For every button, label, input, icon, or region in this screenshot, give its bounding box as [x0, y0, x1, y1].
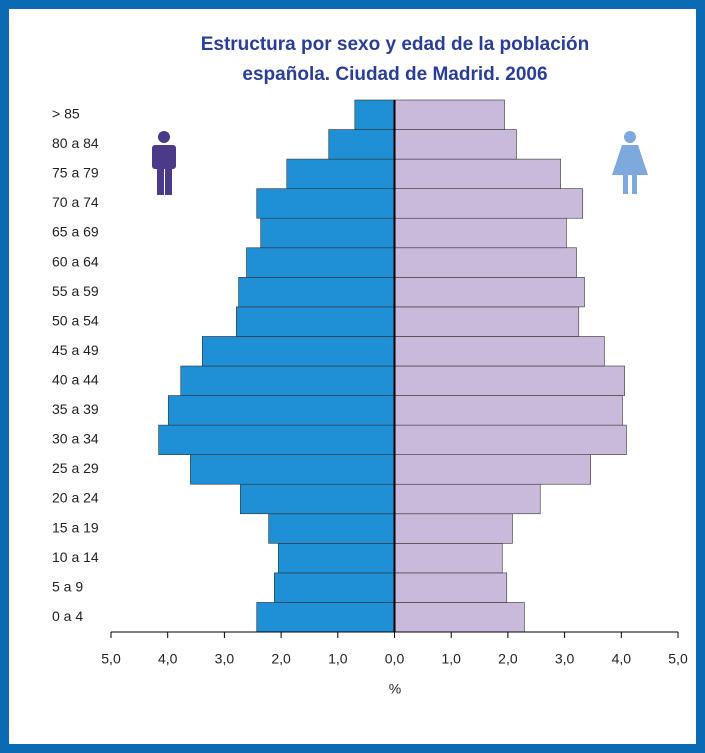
bar [236, 306, 395, 337]
chart-title: española. Ciudad de Madrid. 2006 [242, 64, 547, 85]
x-tick-label: 3,0 [215, 651, 235, 667]
bar [268, 513, 395, 544]
female-icon [612, 131, 648, 194]
bar [394, 247, 577, 278]
y-tick-label: 20 a 24 [52, 490, 99, 506]
x-tick-label: 2,0 [271, 651, 291, 667]
bar [394, 602, 525, 633]
bar [394, 483, 541, 515]
bar [394, 454, 591, 485]
chart-title: Estructura por sexo y edad de la poblaci… [201, 34, 590, 55]
bar [158, 424, 395, 455]
bar [394, 395, 623, 426]
bar [394, 543, 503, 574]
y-tick-label: 25 a 29 [52, 460, 99, 476]
y-tick-label: 15 a 19 [52, 519, 99, 535]
y-tick-label: 10 a 14 [52, 549, 99, 565]
y-tick-label: 0 a 4 [52, 608, 83, 624]
x-tick-label: 1,0 [328, 651, 348, 667]
x-axis-label: % [389, 681, 401, 697]
bar [354, 99, 395, 130]
y-tick-label: 35 a 39 [52, 401, 99, 417]
y-tick-label: 70 a 74 [52, 194, 99, 210]
y-tick-label: 75 a 79 [52, 165, 99, 181]
bar [239, 483, 395, 515]
bar [238, 277, 395, 308]
x-tick-label: 4,0 [612, 651, 632, 667]
bar [394, 99, 505, 130]
bar [286, 158, 395, 189]
y-tick-label: 65 a 69 [52, 224, 99, 240]
bar [277, 543, 395, 574]
bar [394, 277, 585, 308]
y-tick-label: 60 a 64 [52, 253, 99, 269]
y-tick-label: 45 a 49 [52, 342, 99, 358]
bar [246, 247, 395, 278]
x-tick-label: 3,0 [555, 651, 575, 667]
bar [201, 336, 395, 367]
bar [394, 188, 584, 219]
bar [394, 217, 567, 249]
x-tick-label: 0,0 [385, 651, 405, 667]
bar [190, 454, 395, 485]
bar [394, 336, 605, 367]
bar [394, 129, 517, 160]
x-tick-label: 2,0 [498, 651, 518, 667]
y-tick-label: 80 a 84 [52, 135, 99, 151]
bar [273, 572, 395, 603]
bar [260, 217, 395, 249]
x-tick-label: 5,0 [101, 651, 121, 667]
bar [167, 395, 395, 426]
male-icon [152, 131, 176, 195]
bar [394, 365, 626, 396]
x-tick-label: 1,0 [441, 651, 461, 667]
bar [394, 513, 513, 544]
bar [256, 188, 395, 219]
bar [394, 572, 508, 603]
x-tick-label: 5,0 [668, 651, 688, 667]
bar [328, 129, 395, 160]
y-tick-label: 30 a 34 [52, 431, 99, 447]
bar [180, 365, 395, 396]
y-tick-label: 40 a 44 [52, 371, 99, 387]
bar [394, 424, 627, 455]
bar [394, 158, 561, 189]
y-tick-label: 50 a 54 [52, 312, 99, 328]
bar [256, 602, 395, 633]
y-tick-label: > 85 [52, 105, 80, 121]
y-tick-label: 5 a 9 [52, 578, 83, 594]
x-tick-label: 4,0 [158, 651, 178, 667]
y-tick-label: 55 a 59 [52, 283, 99, 299]
bar [394, 306, 580, 337]
